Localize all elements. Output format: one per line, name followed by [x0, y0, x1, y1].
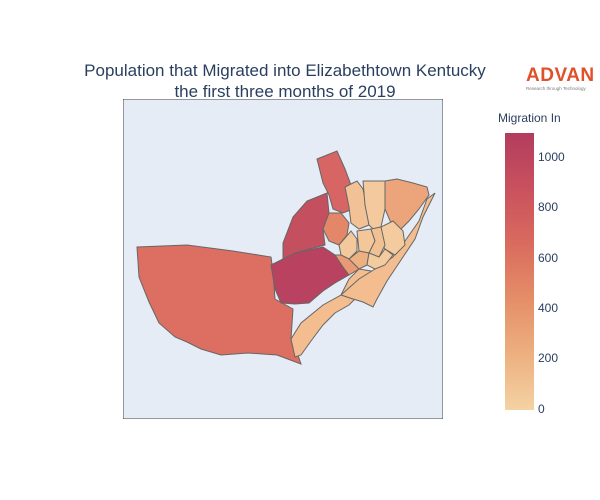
title-line-2: the first three months of 2019	[174, 82, 396, 101]
colorbar-tick-1000: 1000	[538, 150, 565, 164]
region-central[interactable]	[270, 246, 350, 305]
colorbar-tick-0: 0	[538, 402, 545, 416]
colorbar-title: Migration In	[498, 111, 561, 125]
logo-wordmark: ADVAN	[526, 65, 595, 86]
region-south-inner[interactable]	[334, 254, 360, 276]
chart-title: Population that Migrated into Elizabetht…	[20, 60, 550, 102]
colorbar-tick-600: 600	[538, 251, 559, 265]
title-line-1: Population that Migrated into Elizabetht…	[84, 61, 486, 80]
choropleth-map[interactable]	[123, 99, 443, 419]
region-southwest[interactable]	[136, 244, 302, 365]
colorbar-tick-200: 200	[538, 351, 559, 365]
colorbar-tick-400: 400	[538, 301, 559, 315]
colorbar-tick-800: 800	[538, 200, 559, 214]
region-center-e[interactable]	[366, 248, 394, 270]
colorbar	[505, 133, 534, 410]
advan-logo: ADVAN Research through Technology	[526, 66, 596, 92]
region-north[interactable]	[316, 150, 354, 214]
logo-tagline: Research through Technology	[526, 86, 586, 91]
region-east[interactable]	[384, 178, 430, 232]
